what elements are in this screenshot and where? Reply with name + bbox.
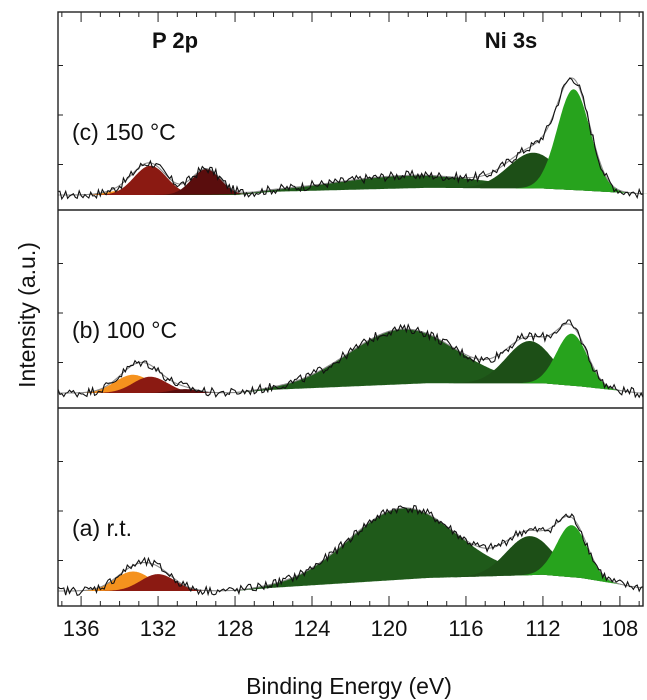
panel-0: (c) 150 °C	[57, 77, 647, 201]
x-tick-label: 116	[448, 616, 483, 641]
y-axis-label: Intensity (a.u.)	[14, 242, 40, 388]
panel-label-2: (a) r.t.	[72, 515, 132, 541]
component-peak-1	[88, 376, 213, 393]
component-peak-1	[91, 165, 209, 195]
annotation-p2p: P 2p	[152, 28, 198, 53]
x-tick-label: 128	[217, 616, 254, 641]
x-tick-label: 136	[63, 616, 100, 641]
panel-label-0: (c) 150 °C	[72, 119, 176, 145]
x-axis-label: Binding Energy (eV)	[246, 673, 452, 699]
measured-spectrum	[57, 319, 644, 399]
panel-1: (b) 100 °C	[57, 317, 644, 399]
panel-2: (a) r.t.	[57, 504, 644, 597]
component-peak-0	[67, 571, 199, 591]
plot-frame	[57, 11, 644, 607]
component-peak-1	[95, 574, 220, 591]
x-tick-label: 108	[602, 616, 639, 641]
annotation-ni3s: Ni 3s	[485, 28, 538, 53]
component-peak-5	[514, 89, 633, 194]
plot-panels: (c) 150 °C (b) 100 °C (a) r.t.	[57, 77, 647, 597]
x-tick-label: 112	[525, 616, 560, 641]
component-peak-5	[516, 333, 627, 392]
fit-envelope	[58, 507, 643, 592]
x-tick-label: 124	[294, 616, 331, 641]
component-peak-4	[443, 152, 624, 193]
component-peak-2	[136, 389, 233, 393]
plot-border	[57, 11, 644, 607]
measured-spectrum	[57, 504, 644, 597]
measured-spectrum	[57, 77, 644, 201]
panel-label-1: (b) 100 °C	[72, 317, 177, 343]
x-axis-ticks: 136 132 128 124 120 116 112 108	[61, 12, 640, 641]
x-tick-label: 132	[140, 616, 177, 641]
x-tick-label: 120	[371, 616, 408, 641]
component-peak-2	[154, 169, 258, 195]
